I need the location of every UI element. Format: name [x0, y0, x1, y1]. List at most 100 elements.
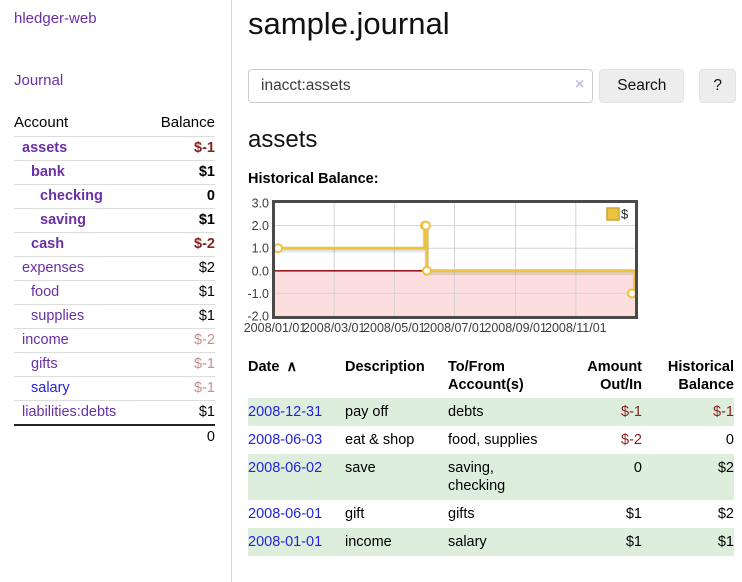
account-balance: $1	[114, 208, 215, 233]
account-title: assets	[248, 126, 318, 153]
transaction-description: eat & shop	[345, 432, 415, 448]
svg-text:2008/03/01: 2008/03/01	[303, 321, 366, 335]
account-row: saving $1	[14, 208, 215, 233]
transaction-amount: 0	[633, 460, 642, 476]
column-header-amount: Amount Out/In	[587, 359, 642, 393]
brand-link[interactable]: hledger-web	[14, 10, 97, 27]
svg-text:2008/07/01: 2008/07/01	[423, 321, 486, 335]
transaction-date-link[interactable]: 2008-06-02	[248, 460, 323, 476]
account-link[interactable]: liabilities:debts	[22, 404, 117, 420]
account-row: income $-2	[14, 328, 215, 353]
account-row: checking 0	[14, 184, 215, 209]
account-row: supplies $1	[14, 304, 215, 329]
transaction-balance: $-1	[713, 404, 734, 420]
account-balance: $-1	[114, 136, 215, 161]
account-balance: $2	[114, 256, 215, 281]
account-balance: $1	[114, 280, 215, 305]
transaction-description: gift	[345, 506, 365, 522]
account-row: food $1	[14, 280, 215, 305]
transaction-row: 2008-12-31 pay off debts $-1 $-1	[248, 398, 734, 426]
transaction-amount: $1	[625, 506, 642, 522]
transaction-accounts: gifts	[448, 506, 475, 522]
svg-text:2008/05/01: 2008/05/01	[363, 321, 426, 335]
sort-asc-icon: ∧	[286, 359, 298, 375]
transaction-amount: $-2	[621, 432, 642, 448]
account-link[interactable]: cash	[31, 236, 65, 252]
account-balance: $1	[114, 160, 215, 185]
transaction-amount: $1	[625, 534, 642, 550]
account-link[interactable]: saving	[40, 212, 86, 228]
accounts-total-row: 0	[14, 424, 215, 449]
account-link[interactable]: income	[22, 332, 69, 348]
account-balance: $1	[114, 400, 215, 425]
column-header-date[interactable]: Date ∧	[248, 359, 298, 375]
svg-text:-1.0: -1.0	[247, 287, 269, 301]
column-header-description: Description	[345, 359, 425, 375]
svg-text:2.0: 2.0	[252, 219, 269, 233]
svg-text:2008/01/01: 2008/01/01	[244, 321, 307, 335]
account-link[interactable]: salary	[31, 380, 70, 396]
account-link[interactable]: gifts	[31, 356, 58, 372]
account-balance: $-2	[114, 232, 215, 257]
account-row: cash $-2	[14, 232, 215, 257]
account-row: gifts $-1	[14, 352, 215, 377]
search-bar: × Search ?	[248, 69, 736, 103]
accounts-header-balance: Balance	[160, 114, 215, 131]
transaction-row: 2008-01-01 income salary $1 $1	[248, 528, 734, 556]
transaction-accounts: debts	[448, 404, 484, 420]
transaction-balance: 0	[725, 432, 734, 448]
account-balance: $1	[114, 304, 215, 329]
transaction-row: 2008-06-03 eat & shop food, supplies $-2 0	[248, 426, 734, 454]
account-link[interactable]: supplies	[31, 308, 85, 324]
transaction-row: 2008-06-02 save saving, checking 0 $2	[248, 454, 734, 500]
sidebar-nav: Journal	[0, 72, 231, 89]
svg-text:2008/11/01: 2008/11/01	[545, 321, 607, 335]
accounts-header-account: Account	[14, 114, 69, 131]
svg-text:$: $	[621, 207, 629, 222]
main-content: sample.journal × Search ? assets Histori…	[232, 0, 742, 556]
page-title: sample.journal	[248, 6, 450, 41]
transactions-table: Date ∧ Description To/From Account(s) Amo…	[248, 355, 734, 556]
transaction-accounts: saving, checking	[448, 460, 506, 494]
transaction-description: pay off	[345, 404, 389, 420]
transaction-date-link[interactable]: 2008-06-03	[248, 432, 323, 448]
transaction-date-link[interactable]: 2008-12-31	[248, 404, 323, 420]
svg-text:-2.0: -2.0	[247, 310, 269, 324]
account-balance: $-1	[114, 376, 215, 401]
account-link[interactable]: expenses	[22, 260, 85, 276]
account-row: salary $-1	[14, 376, 215, 401]
svg-text:0.0: 0.0	[252, 264, 269, 278]
account-row: assets $-1	[14, 136, 215, 161]
accounts-table: Account Balance assets $-1 bank $1 checking 0…	[14, 112, 215, 449]
account-link[interactable]: assets	[22, 140, 68, 156]
chart-section-label: Historical Balance:	[248, 171, 379, 187]
search-button[interactable]: Search	[599, 69, 685, 103]
column-header-accounts: To/From Account(s)	[448, 359, 524, 393]
account-row: expenses $2	[14, 256, 215, 281]
column-header-balance: Historical Balance	[667, 359, 734, 393]
transaction-balance: $1	[717, 534, 734, 550]
transaction-balance: $2	[717, 506, 734, 522]
account-link[interactable]: checking	[40, 188, 103, 204]
account-row: liabilities:debts $1	[14, 400, 215, 425]
account-row: bank $1	[14, 160, 215, 185]
transaction-amount: $-1	[621, 404, 642, 420]
svg-text:1.0: 1.0	[252, 242, 269, 256]
transaction-accounts: food, supplies	[448, 432, 538, 448]
svg-text:3.0: 3.0	[252, 197, 269, 211]
transaction-balance: $2	[717, 460, 734, 476]
transaction-date-link[interactable]: 2008-01-01	[248, 534, 323, 550]
transaction-description: income	[345, 534, 392, 550]
svg-text:2008/09/01: 2008/09/01	[484, 321, 547, 335]
transaction-description: save	[345, 460, 376, 476]
account-link[interactable]: food	[31, 284, 60, 300]
nav-journal-link[interactable]: Journal	[14, 72, 64, 89]
help-button[interactable]: ?	[699, 69, 736, 103]
clear-search-icon[interactable]: ×	[574, 76, 585, 93]
account-link[interactable]: bank	[31, 164, 65, 180]
search-input[interactable]	[248, 69, 594, 103]
transaction-row: 2008-06-01 gift gifts $1 $2	[248, 500, 734, 528]
account-balance: 0	[114, 184, 215, 209]
historical-balance-chart: $3.0 2.0 1.0 0.0 -1.0 -2.02008/01/012008/03/0…	[244, 197, 638, 335]
transaction-date-link[interactable]: 2008-06-01	[248, 506, 323, 522]
